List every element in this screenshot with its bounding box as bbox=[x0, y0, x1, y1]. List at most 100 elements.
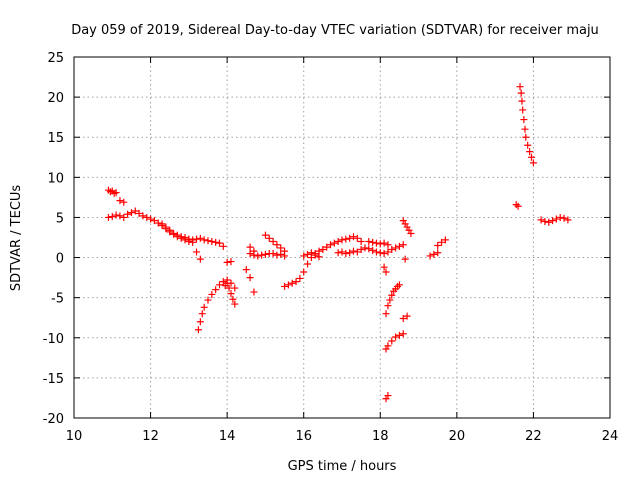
series-arc-r bbox=[380, 263, 390, 276]
data-point-marker bbox=[399, 315, 407, 323]
data-point-marker bbox=[158, 220, 166, 228]
data-point-marker bbox=[166, 226, 174, 234]
data-point-marker bbox=[127, 209, 135, 217]
x-axis-ticks: 10 12 14 16 18 20 22 24 bbox=[66, 57, 618, 444]
data-point-marker bbox=[514, 202, 522, 210]
data-point-marker bbox=[284, 281, 292, 289]
data-point-marker bbox=[265, 234, 273, 242]
data-point-marker bbox=[212, 238, 220, 246]
y-tick-label: 15 bbox=[47, 131, 64, 146]
data-point-marker bbox=[334, 249, 342, 257]
data-point-marker bbox=[516, 83, 524, 91]
grid bbox=[74, 57, 610, 418]
data-point-marker bbox=[225, 284, 233, 292]
data-point-marker bbox=[537, 216, 545, 224]
data-point-marker bbox=[384, 392, 392, 400]
data-point-marker bbox=[346, 234, 354, 242]
data-point-marker bbox=[392, 244, 400, 252]
data-point-marker bbox=[254, 252, 262, 260]
data-point-marker bbox=[181, 234, 189, 241]
data-point-marker bbox=[361, 244, 369, 252]
data-point-marker bbox=[545, 218, 553, 226]
data-point-marker bbox=[143, 213, 151, 221]
data-point-marker bbox=[242, 266, 250, 274]
data-point-marker bbox=[521, 125, 529, 133]
data-point-marker bbox=[380, 263, 388, 271]
data-point-marker bbox=[231, 300, 239, 308]
data-point-marker bbox=[384, 302, 392, 310]
data-point-marker bbox=[388, 246, 396, 254]
series-arc-f bbox=[193, 248, 204, 263]
data-point-marker bbox=[208, 238, 216, 246]
data-point-marker bbox=[357, 238, 365, 246]
data-point-marker bbox=[116, 212, 124, 220]
data-point-marker bbox=[200, 236, 208, 244]
data-point-marker bbox=[438, 238, 446, 246]
data-point-marker bbox=[315, 247, 323, 255]
data-point-marker bbox=[524, 141, 532, 149]
data-points bbox=[104, 83, 572, 403]
x-tick-label: 22 bbox=[525, 429, 542, 444]
data-point-marker bbox=[246, 250, 254, 258]
data-point-marker bbox=[384, 241, 392, 249]
data-point-marker bbox=[108, 213, 116, 221]
data-point-marker bbox=[330, 239, 338, 247]
series-arc-y bbox=[401, 255, 409, 263]
series-arc-w bbox=[388, 241, 407, 254]
data-point-marker bbox=[319, 246, 327, 254]
data-point-marker bbox=[273, 241, 281, 249]
series-arc-t bbox=[382, 330, 407, 353]
data-point-marker bbox=[518, 97, 526, 105]
x-tick-label: 16 bbox=[295, 429, 312, 444]
data-point-marker bbox=[517, 89, 525, 97]
data-point-marker bbox=[434, 242, 442, 250]
data-point-marker bbox=[116, 197, 124, 205]
data-point-marker bbox=[246, 243, 254, 251]
data-point-marker bbox=[388, 337, 396, 345]
data-point-marker bbox=[549, 217, 557, 225]
data-point-marker bbox=[353, 234, 361, 242]
data-point-marker bbox=[382, 268, 390, 276]
series-arc-z bbox=[426, 249, 442, 260]
data-point-marker bbox=[403, 312, 411, 320]
data-point-marker bbox=[529, 159, 537, 167]
data-point-marker bbox=[434, 249, 442, 257]
data-point-marker bbox=[196, 255, 204, 263]
data-point-marker bbox=[426, 252, 434, 260]
series-arc-a bbox=[104, 186, 120, 197]
series-arc-u bbox=[382, 392, 392, 403]
data-point-marker bbox=[372, 239, 380, 247]
data-point-marker bbox=[541, 217, 549, 225]
data-point-marker bbox=[327, 241, 335, 249]
data-point-marker bbox=[281, 247, 289, 255]
data-point-marker bbox=[173, 231, 181, 239]
data-point-marker bbox=[382, 310, 390, 318]
data-point-marker bbox=[323, 243, 331, 251]
series-arc-s bbox=[382, 281, 403, 318]
chart-title: Day 059 of 2019, Sidereal Day-to-day VTE… bbox=[71, 23, 599, 38]
series-arc-ac bbox=[516, 83, 537, 167]
y-tick-label: 5 bbox=[56, 211, 64, 226]
data-point-marker bbox=[311, 250, 319, 258]
x-tick-label: 18 bbox=[372, 429, 389, 444]
data-point-marker bbox=[269, 250, 277, 258]
data-point-marker bbox=[338, 248, 346, 256]
data-point-marker bbox=[334, 238, 342, 246]
series-arc-h bbox=[221, 279, 239, 308]
data-point-marker bbox=[162, 223, 170, 231]
data-point-marker bbox=[528, 153, 536, 161]
data-point-marker bbox=[307, 249, 315, 257]
series-arc-ad bbox=[537, 213, 572, 226]
data-point-marker bbox=[261, 250, 269, 258]
series-arc-k bbox=[246, 250, 289, 260]
data-point-marker bbox=[150, 217, 158, 225]
x-tick-label: 10 bbox=[66, 429, 83, 444]
data-point-marker bbox=[401, 255, 409, 263]
data-point-marker bbox=[519, 106, 527, 114]
y-axis-label: SDTVAR / TECUs bbox=[9, 185, 24, 292]
data-point-marker bbox=[399, 241, 407, 249]
data-point-marker bbox=[185, 235, 193, 243]
data-point-marker bbox=[139, 212, 147, 220]
data-point-marker bbox=[215, 281, 223, 289]
